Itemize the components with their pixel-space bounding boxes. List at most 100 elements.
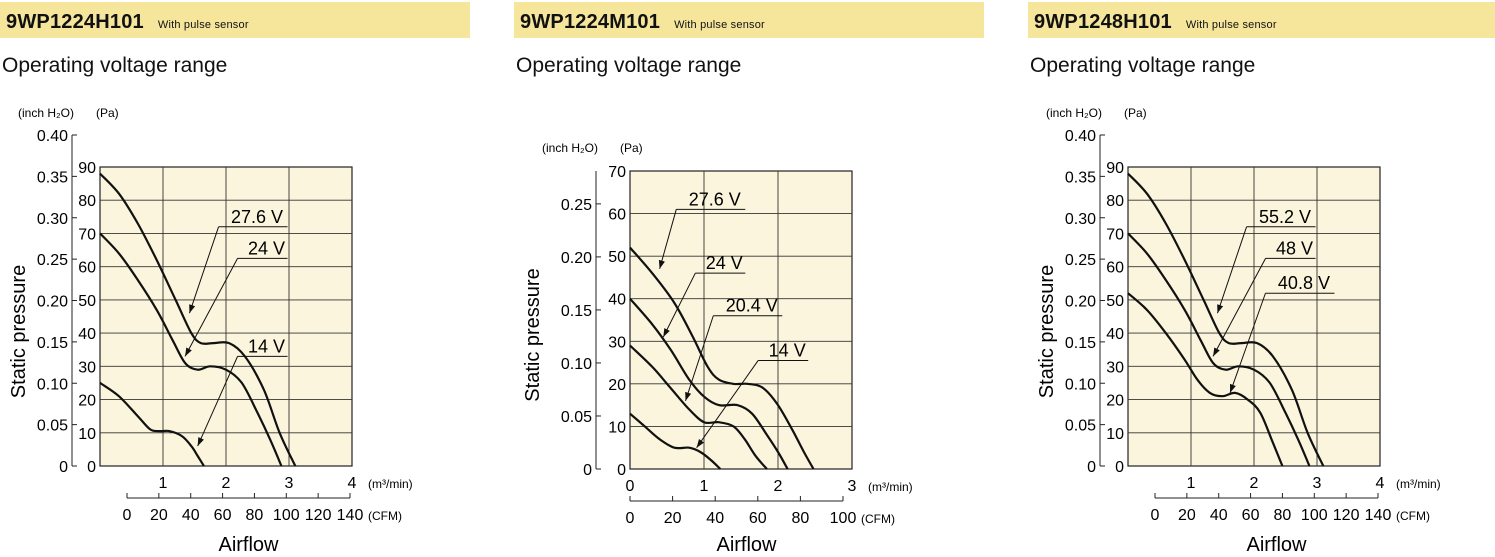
- x-tick-label-cfm: 100: [830, 510, 857, 527]
- label-leader-line: [1229, 293, 1266, 394]
- chart-svg: 010203040506070809000.050.100.150.200.25…: [8, 106, 413, 556]
- x-tick-label-m3min: 3: [1313, 475, 1322, 492]
- x-tick-label-m3min: 1: [159, 475, 168, 492]
- chart-panel-2: 9WP1224M101 With pulse sensor Operating v…: [514, 0, 984, 557]
- y-tick-label-pa: 50: [608, 249, 626, 266]
- y-tick-label-pa: 50: [78, 293, 96, 310]
- x-unit-m3min: (m³/min): [868, 480, 913, 494]
- series-line-1: [629, 246, 815, 470]
- model-name: 9WP1224H101: [6, 11, 144, 33]
- y-tick-label-inch: 0.10: [561, 356, 592, 373]
- y-tick-label-inch: 0: [583, 462, 592, 479]
- x-tick-label-cfm: 60: [214, 507, 232, 524]
- y-tick-label-pa: 70: [608, 164, 626, 181]
- series-line-3: [1127, 292, 1284, 467]
- y-tick-label-pa: 70: [78, 226, 96, 243]
- series-label: 27.6 V: [231, 207, 283, 227]
- x-tick-label-m3min: 3: [285, 475, 294, 492]
- header-band: 9WP1248H101 With pulse sensor: [1028, 2, 1495, 38]
- y-axis-title: Static pressure: [8, 265, 30, 398]
- x-tick-label-cfm: 0: [1151, 507, 1160, 524]
- header-note: With pulse sensor: [157, 19, 249, 31]
- y-tick-label-pa: 20: [608, 377, 626, 394]
- y-tick-label-pa: 50: [1106, 293, 1124, 310]
- x-unit-m3min: (m³/min): [368, 477, 413, 491]
- x-tick-label-m3min: 1: [1187, 475, 1196, 492]
- series-line-1: [99, 172, 297, 467]
- x-tick-label-cfm: 0: [123, 507, 132, 524]
- x-unit-cfm: (CFM): [861, 512, 895, 526]
- chart-svg: 010203040506070809000.050.100.150.200.25…: [1036, 106, 1441, 556]
- x-tick-label-m3min: 2: [774, 478, 783, 495]
- y-tick-label-pa: 40: [608, 292, 626, 309]
- label-leader-line: [1216, 226, 1248, 314]
- y-tick-label-inch: 0: [1087, 459, 1096, 476]
- label-arrowhead: [658, 259, 665, 269]
- series-label: 24 V: [706, 253, 743, 273]
- y-tick-label-inch: 0.20: [561, 250, 592, 267]
- series-line-2: [1127, 232, 1311, 467]
- series-line-3: [99, 381, 205, 467]
- chart-title: Operating voltage range: [516, 54, 742, 77]
- model-header: 9WP1224H101 With pulse sensor: [6, 11, 249, 34]
- x-tick-label-cfm: 20: [150, 507, 168, 524]
- header-band: 9WP1224M101 With pulse sensor: [514, 2, 984, 38]
- y-tick-label-inch: 0.35: [37, 169, 68, 186]
- x-tick-label-cfm: 120: [305, 507, 332, 524]
- header-band: 9WP1224H101 With pulse sensor: [0, 2, 470, 38]
- label-arrowhead: [189, 304, 196, 314]
- label-arrowhead: [1217, 304, 1224, 314]
- label-arrowhead: [663, 328, 670, 338]
- y-tick-label-pa: 20: [78, 393, 96, 410]
- y-tick-label-pa: 80: [78, 193, 96, 210]
- y-unit-pa: (Pa): [96, 106, 119, 120]
- y-tick-label-pa: 40: [1106, 326, 1124, 343]
- y-tick-label-pa: 30: [78, 359, 96, 376]
- y-tick-label-pa: 20: [1106, 393, 1124, 410]
- x-tick-label-cfm: 80: [792, 510, 810, 527]
- y-unit-pa: (Pa): [1124, 106, 1147, 120]
- label-arrowhead: [1213, 347, 1220, 357]
- y-tick-label-inch: 0.15: [1065, 335, 1096, 352]
- x-tick-label-m3min: 4: [348, 475, 357, 492]
- x-tick-label-cfm: 40: [182, 507, 200, 524]
- x-tick-label-cfm: 100: [1301, 507, 1328, 524]
- chart-panel-1: 9WP1224H101 With pulse sensor Operating v…: [0, 0, 470, 557]
- label-leader-line: [197, 356, 239, 447]
- y-tick-label-pa: 40: [78, 326, 96, 343]
- header-note: With pulse sensor: [1185, 19, 1277, 31]
- series-label: 14 V: [769, 340, 806, 360]
- y-tick-label-inch: 0.40: [1065, 128, 1096, 145]
- y-tick-label-pa: 60: [1106, 260, 1124, 277]
- x-tick-label-cfm: 20: [1178, 507, 1196, 524]
- y-tick-label-inch: 0: [59, 459, 68, 476]
- x-tick-label-cfm: 140: [337, 507, 364, 524]
- y-tick-label-pa: 0: [617, 462, 626, 479]
- y-tick-label-inch: 0.35: [1065, 169, 1096, 186]
- x-tick-label-m3min: 2: [222, 475, 231, 492]
- label-leader-line: [1212, 258, 1266, 357]
- y-axis-title: Static pressure: [522, 268, 544, 401]
- y-tick-label-pa: 30: [608, 334, 626, 351]
- x-tick-label-cfm: 120: [1333, 507, 1360, 524]
- label-arrowhead: [197, 437, 204, 447]
- y-tick-label-inch: 0.40: [37, 128, 68, 145]
- y-tick-label-inch: 0.20: [1065, 294, 1096, 311]
- x-tick-label-cfm: 40: [1210, 507, 1228, 524]
- label-arrowhead: [1230, 383, 1236, 393]
- chart-panel-3: 9WP1248H101 With pulse sensor Operating v…: [1028, 0, 1495, 557]
- y-tick-label-pa: 60: [78, 260, 96, 277]
- x-tick-label-m3min: 3: [848, 478, 857, 495]
- x-tick-label-m3min: 2: [1250, 475, 1259, 492]
- y-tick-label-inch: 0.05: [1065, 418, 1096, 435]
- y-tick-label-pa: 60: [608, 207, 626, 224]
- x-tick-label-cfm: 100: [273, 507, 300, 524]
- series-line-2: [629, 297, 789, 470]
- x-tick-label-cfm: 60: [1242, 507, 1260, 524]
- x-unit-cfm: (CFM): [1396, 509, 1430, 523]
- series-line-4: [629, 412, 722, 470]
- y-tick-label-inch: 0.30: [1065, 211, 1096, 228]
- x-tick-label-cfm: 60: [749, 510, 767, 527]
- series-label: 40.8 V: [1278, 273, 1330, 293]
- y-tick-label-pa: 10: [608, 419, 626, 436]
